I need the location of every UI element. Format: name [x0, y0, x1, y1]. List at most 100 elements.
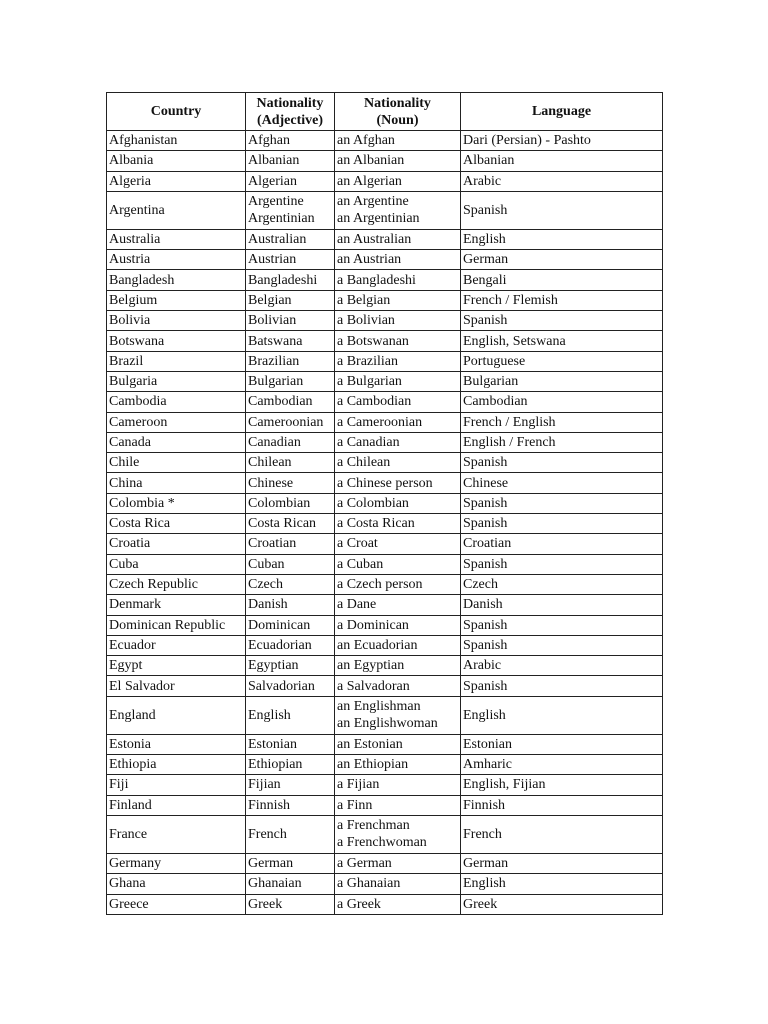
- cell-noun-line: a Belgian: [337, 292, 391, 308]
- cell-country: Cuba: [106, 553, 246, 575]
- table-row: Costa Rica Costa Rican a Costa Rican Spanis…: [106, 513, 663, 535]
- cell-noun-line: a Fijian: [337, 777, 380, 793]
- cell-noun-line: a German: [337, 856, 392, 872]
- cell-adjective-line: Brazilian: [248, 353, 300, 369]
- cell-adjective-line: Ghanaian: [248, 876, 302, 892]
- header-noun: Nationality (Noun): [334, 92, 461, 131]
- cell-noun-line: a Croat: [337, 536, 378, 552]
- table-row: Germany German a German German: [106, 852, 663, 875]
- cell-language: Dari (Persian) - Pashto: [460, 129, 663, 152]
- cell-noun-line: a Dane: [337, 597, 377, 613]
- cell-language: German: [460, 249, 663, 271]
- table-row: Ethiopia Ethiopian an Ethiopian Amharic: [106, 754, 663, 776]
- table-row: England English an Englishman an Englishwom…: [106, 695, 663, 735]
- cell-language: Albanian: [460, 150, 663, 172]
- table-row: Brazil Brazilian a Brazilian Portuguese: [106, 350, 663, 372]
- cell-adjective: Cameroonian: [245, 411, 335, 433]
- table-row: Cameroon Cameroonian a Cameroonian French /…: [106, 411, 663, 433]
- cell-noun-line: a Chilean: [337, 455, 391, 471]
- cell-adjective: Croatian: [245, 533, 335, 555]
- cell-noun-line: a Salvadoran: [337, 678, 410, 694]
- cell-adjective-line: Costa Rican: [248, 516, 317, 532]
- cell-country: Australia: [106, 228, 246, 251]
- header-adjective-line: (Adjective): [256, 112, 324, 128]
- cell-noun: a Brazilian: [334, 350, 461, 372]
- cell-adjective-line: Ethiopian: [248, 757, 303, 773]
- cell-country: Bolivia: [106, 310, 246, 332]
- cell-country: France: [106, 814, 246, 854]
- cell-adjective: Fijian: [245, 774, 335, 796]
- cell-adjective-line: Fijian: [248, 777, 281, 793]
- cell-language: English: [460, 695, 663, 735]
- cell-language: Spanish: [460, 634, 663, 657]
- cell-language: Spanish: [460, 614, 663, 636]
- cell-adjective-line: Albanian: [248, 153, 300, 169]
- cell-language: English / French: [460, 431, 663, 454]
- table-row: Denmark Danish a Dane Danish: [106, 594, 663, 616]
- cell-noun-line: a Frenchwoman: [337, 835, 427, 851]
- cell-language: Arabic: [460, 655, 663, 677]
- cell-adjective-line: Croatian: [248, 536, 297, 552]
- cell-noun-line: a Cameroonian: [337, 414, 423, 430]
- cell-adjective: German: [245, 852, 335, 875]
- cell-adjective-line: Dominican: [248, 617, 311, 633]
- cell-language: Bengali: [460, 269, 663, 291]
- cell-country: China: [106, 472, 246, 494]
- cell-noun-line: a Bulgarian: [337, 374, 402, 390]
- cell-noun: a Chilean: [334, 452, 461, 474]
- cell-noun-line: a Czech person: [337, 577, 423, 593]
- cell-language: Croatian: [460, 533, 663, 555]
- cell-adjective-line: Danish: [248, 597, 288, 613]
- cell-adjective: Chinese: [245, 472, 335, 494]
- cell-noun: a German: [334, 852, 461, 875]
- table-row: Ecuador Ecuadorian an Ecuadorian Spanish: [106, 634, 663, 657]
- table-row: Cambodia Cambodian a Cambodian Cambodian: [106, 391, 663, 413]
- cell-country: Botswana: [106, 330, 246, 352]
- cell-noun: a Dominican: [334, 614, 461, 636]
- cell-adjective: English: [245, 695, 335, 735]
- table-row: Cuba Cuban a Cuban Spanish: [106, 553, 663, 575]
- cell-noun-line: an Ecuadorian: [337, 637, 418, 653]
- cell-noun: a Chinese person: [334, 472, 461, 494]
- cell-language: Danish: [460, 594, 663, 616]
- cell-adjective-line: Bulgarian: [248, 374, 304, 390]
- cell-noun-line: a Greek: [337, 896, 381, 912]
- table-row: Croatia Croatian a Croat Croatian: [106, 533, 663, 555]
- cell-adjective-line: Estonian: [248, 736, 297, 752]
- cell-country: Costa Rica: [106, 513, 246, 535]
- cell-adjective: Ecuadorian: [245, 634, 335, 657]
- cell-language: French / Flemish: [460, 289, 663, 312]
- cell-adjective: Bangladeshi: [245, 269, 335, 291]
- cell-noun: a Salvadoran: [334, 675, 461, 697]
- cell-adjective: Bulgarian: [245, 370, 335, 393]
- cell-noun: an Englishman an Englishwoman: [334, 695, 461, 735]
- cell-noun-line: a Frenchman: [337, 818, 410, 834]
- cell-language: English: [460, 228, 663, 251]
- cell-country: Germany: [106, 852, 246, 875]
- cell-noun: a Colombian: [334, 492, 461, 515]
- table-row: Dominican Republic Dominican a Dominican Sp…: [106, 614, 663, 636]
- cell-adjective-line: Ecuadorian: [248, 637, 312, 653]
- cell-noun: a Cuban: [334, 553, 461, 575]
- cell-country: Fiji: [106, 774, 246, 796]
- cell-language: Cambodian: [460, 391, 663, 413]
- cell-noun-line: a Dominican: [337, 617, 409, 633]
- cell-adjective: Egyptian: [245, 655, 335, 677]
- cell-language: Spanish: [460, 675, 663, 697]
- table-row: Bulgaria Bulgarian a Bulgarian Bulgarian: [106, 370, 663, 393]
- cell-noun: a Ghanaian: [334, 873, 461, 895]
- cell-country: Canada: [106, 431, 246, 454]
- cell-adjective-line: Czech: [248, 577, 283, 593]
- cell-adjective-line: German: [248, 856, 294, 872]
- cell-adjective: Cuban: [245, 553, 335, 575]
- cell-adjective-line: Bolivian: [248, 313, 297, 329]
- cell-noun: an Estonian: [334, 733, 461, 756]
- cell-adjective-line: Greek: [248, 896, 283, 912]
- cell-adjective-line: Argentinian: [248, 211, 315, 227]
- cell-country: Cambodia: [106, 391, 246, 413]
- table-row: Czech Republic Czech a Czech person Czech: [106, 573, 663, 596]
- cell-language: Bulgarian: [460, 370, 663, 393]
- cell-language: French / English: [460, 411, 663, 433]
- table-row: Canada Canadian a Canadian English / French: [106, 431, 663, 454]
- cell-country: Czech Republic: [106, 573, 246, 596]
